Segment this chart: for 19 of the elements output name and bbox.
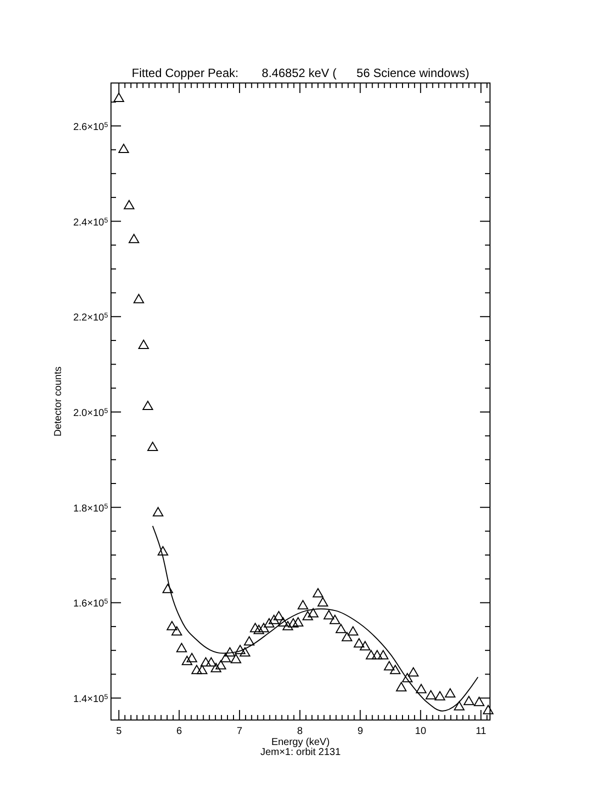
x-tick-label: 11 (476, 726, 487, 737)
x-tick-label: 6 (176, 726, 182, 737)
x-tick-label: 7 (236, 726, 243, 737)
y-tick-label: 2.4×10$^{5}$ (73, 216, 108, 228)
y-axis-title: Detector counts (53, 366, 64, 437)
y-tick-label: 1.6×10$^{5}$ (73, 598, 108, 610)
x-axis-title: Energy (keV) (271, 737, 330, 748)
y-tick-label: 2.2×10$^{5}$ (73, 312, 108, 324)
y-tick-label: 2.0×10$^{5}$ (73, 407, 108, 419)
x-tick-label: 8 (297, 726, 304, 737)
x-tick-label: 10 (415, 726, 427, 737)
y-tick-label: 1.8×10$^{5}$ (73, 502, 108, 514)
y-tick-label: 1.4×10$^{5}$ (73, 694, 108, 706)
y-tick-label: 2.6×10$^{5}$ (73, 121, 108, 133)
chart-title: Fitted Copper Peak: 8.46852 keV ( 56 Science windows) (132, 66, 470, 80)
x-tick-label: 5 (116, 726, 122, 737)
x-tick-label: 9 (357, 726, 364, 737)
line-series (152, 525, 478, 712)
text: Jem×1: orbit 2131 (260, 747, 342, 758)
